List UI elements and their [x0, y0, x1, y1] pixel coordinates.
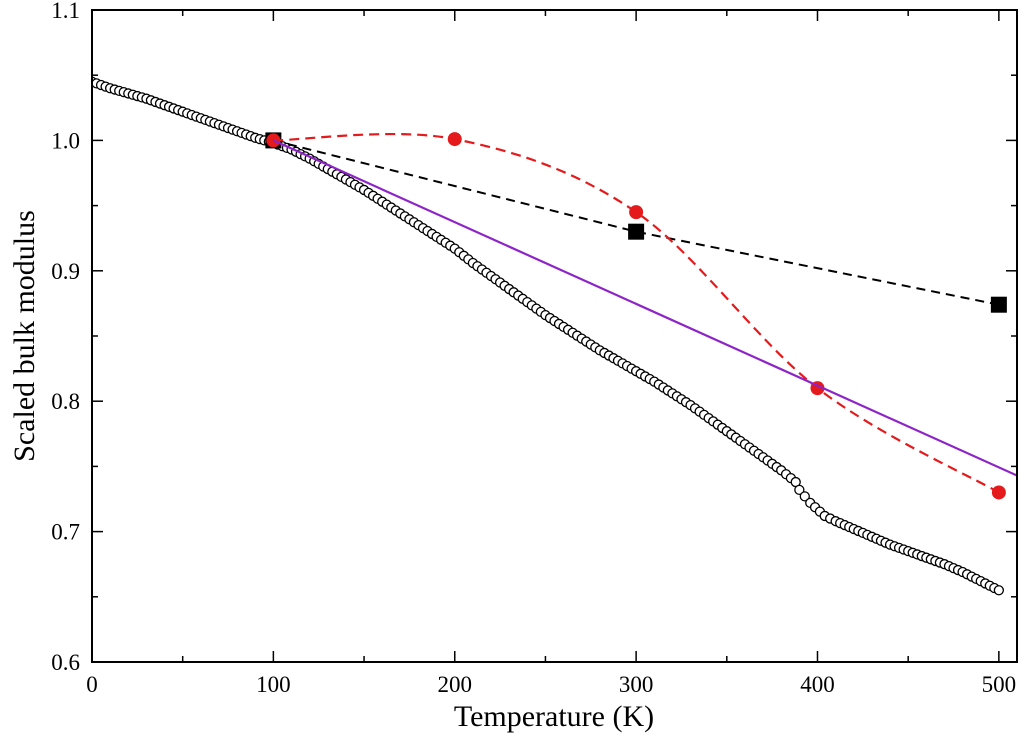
series-line-dashed-black [273, 139, 1000, 306]
x-tick-label: 200 [437, 672, 472, 697]
y-tick-label: 0.6 [51, 650, 80, 675]
data-point-red-circle [629, 205, 644, 220]
series-line-purple [272, 139, 1017, 477]
plot-frame [91, 9, 1018, 663]
x-tick-label: 300 [619, 672, 654, 697]
y-tick-label: 1.1 [51, 0, 80, 23]
y-axis-title: Scaled bulk modulus [8, 210, 41, 462]
data-point-open-circle [794, 484, 805, 496]
data-point-square [990, 296, 1007, 313]
x-tick-label: 400 [800, 672, 835, 697]
y-tick-label: 0.9 [51, 259, 80, 284]
x-axis-title: Temperature (K) [454, 700, 654, 733]
y-tick-label: 0.7 [51, 520, 80, 545]
data-point-red-circle [991, 485, 1006, 500]
axes: 0 100 200 300 400 500 0.6 0.7 0.8 0.9 1.0 1.1 [51, 0, 1017, 697]
y-tick-label: 1.0 [51, 128, 80, 153]
x-tick-label: 0 [86, 672, 98, 697]
y-tick-label: 0.8 [51, 389, 80, 414]
x-tick-label: 500 [982, 672, 1017, 697]
data-point-red-circle [447, 132, 462, 147]
data-point-square [628, 223, 645, 240]
data-point-open-circle [993, 585, 1005, 596]
data-point-open-circle [799, 491, 810, 502]
x-tick-label: 100 [256, 672, 291, 697]
series-curve-dashed-red [273, 132, 1000, 494]
plot-area [92, 76, 1017, 596]
